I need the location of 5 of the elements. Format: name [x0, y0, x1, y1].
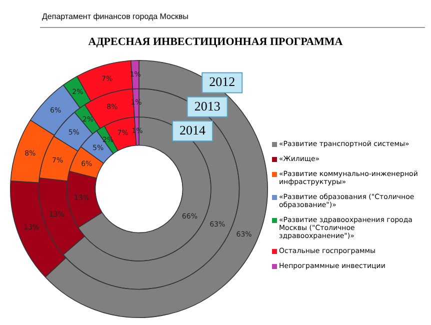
text: Департамент финансов города Москвы	[42, 12, 189, 21]
slice-label: 2014	[180, 122, 206, 138]
chart-title: АДРЕСНАЯ ИНВЕСТИЦИОННАЯ ПРОГРАММА	[87, 36, 344, 48]
slice-label: 2013	[194, 98, 220, 114]
slice-label: 2012	[209, 74, 236, 90]
